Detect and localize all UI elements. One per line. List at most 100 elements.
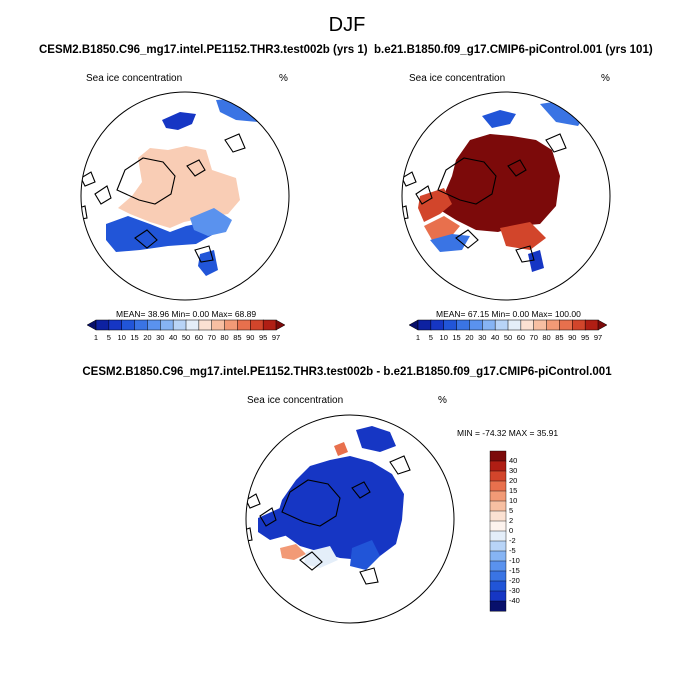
right-ice-margin <box>418 188 546 250</box>
right-colorbar-swatch <box>456 319 471 331</box>
right-colorbar-tick-label: 90 <box>568 333 577 342</box>
diff-negative-east <box>350 540 380 570</box>
left-polar-map <box>80 91 290 301</box>
right-colorbar-tick-label: 60 <box>516 333 526 342</box>
diff-colorbar-swatch <box>489 470 507 482</box>
diff-colorbar-swatch <box>489 580 507 592</box>
left-colorbar-swatch <box>211 319 226 331</box>
right-colorbar-swatch <box>520 319 535 331</box>
right-colorbar-tick-label: 50 <box>503 333 513 342</box>
page-title: DJF <box>328 14 366 36</box>
right-colorbar-swatch <box>494 319 509 331</box>
left-units-label: % <box>279 73 288 84</box>
diff-negative-north <box>356 426 396 452</box>
right-colorbar-tick-label: 30 <box>478 333 487 342</box>
left-colorbar-swatch <box>86 319 97 331</box>
left-colorbar-tick-label: 5 <box>106 333 111 342</box>
left-colorbar-tick-label: 95 <box>258 333 268 342</box>
left-colorbar-tick-label: 40 <box>168 333 178 342</box>
diff-colorbar-swatch <box>489 530 507 542</box>
right-colorbar-swatch <box>469 319 483 331</box>
diff-panel-title: CESM2.B1850.C96_mg17.intel.PE1152.THR3.t… <box>82 366 612 378</box>
diff-colorbar-tick-label: -2 <box>509 536 516 545</box>
diff-stats: MIN = -74.32 MAX = 35.91 <box>457 428 559 438</box>
left-variable-label: Sea ice concentration <box>86 73 183 84</box>
right-colorbar <box>408 319 608 331</box>
left-colorbar-tick-label: 97 <box>271 333 281 342</box>
left-colorbar-swatch <box>134 319 149 331</box>
right-colorbar-tick-label: 97 <box>593 333 603 342</box>
left-colorbar-tick-label: 90 <box>246 333 255 342</box>
left-colorbar-swatch <box>185 319 200 331</box>
right-colorbar-tick-label: 40 <box>490 333 500 342</box>
diff-colorbar-swatch <box>489 490 507 502</box>
left-colorbar-swatch <box>275 319 286 331</box>
left-ice-edge-barents <box>190 208 232 236</box>
diff-positive-north <box>334 442 348 456</box>
diff-neutral-patch <box>304 546 338 568</box>
left-colorbar-swatch <box>224 319 239 331</box>
diff-colorbar-swatch <box>489 590 507 602</box>
right-colorbar-tick-label: 80 <box>542 333 551 342</box>
right-ice-edge-hudson <box>528 250 544 272</box>
left-colorbar-tick-label: 30 <box>156 333 165 342</box>
diff-colorbar-tick-label: -20 <box>509 576 520 585</box>
diff-colorbar-tick-label: -15 <box>509 566 520 575</box>
left-colorbar-swatch <box>147 319 161 331</box>
diff-colorbar-tick-label: -5 <box>509 546 516 555</box>
right-colorbar-swatch <box>597 319 608 331</box>
left-colorbar-tick-label: 15 <box>130 333 139 342</box>
right-variable-label: Sea ice concentration <box>409 73 506 84</box>
left-stats: MEAN= 38.96 Min= 0.00 Max= 68.89 <box>116 309 257 319</box>
diff-colorbar-tick-label: 0 <box>509 526 514 535</box>
right-ice-edge-atlantic <box>430 234 470 252</box>
right-colorbar-swatch <box>507 319 522 331</box>
left-colorbar-swatch <box>237 319 251 331</box>
right-ice-pack <box>440 134 560 232</box>
diff-colorbar-swatch <box>489 450 507 462</box>
right-colorbar-swatch <box>408 319 419 331</box>
right-ice-edge-pacific <box>482 110 516 128</box>
diff-colorbar-swatch <box>489 570 507 582</box>
right-ice-margin-outer <box>424 216 460 240</box>
right-colorbar-tick-label: 70 <box>529 333 538 342</box>
diff-colorbar-tick-label: 20 <box>509 476 518 485</box>
left-ice-pack <box>118 146 240 228</box>
diff-colorbar-swatch <box>489 560 507 572</box>
right-colorbar-tick-label: 10 <box>439 333 448 342</box>
diff-colorbar-swatch <box>489 510 507 522</box>
left-colorbar-swatch <box>121 319 136 331</box>
right-polar-map <box>401 91 611 301</box>
right-colorbar-tick-label: 1 <box>415 333 421 342</box>
diff-units-label: % <box>438 395 447 406</box>
diff-colorbar-swatch <box>489 460 507 472</box>
left-colorbar-swatch <box>160 319 174 331</box>
left-colorbar-swatch <box>172 319 187 331</box>
left-colorbar-tick-label: 10 <box>117 333 126 342</box>
diff-colorbar-tick-label: 5 <box>509 506 514 515</box>
right-colorbar-tick-label: 5 <box>428 333 433 342</box>
left-colorbar-swatch <box>198 319 213 331</box>
right-units-label: % <box>601 73 610 84</box>
left-panel-title: CESM2.B1850.C96_mg17.intel.PE1152.THR3.t… <box>39 44 368 56</box>
left-colorbar-swatch <box>108 319 123 331</box>
right-colorbar-swatch <box>417 319 432 331</box>
right-colorbar-swatch <box>533 319 548 331</box>
diff-colorbar-swatch <box>489 500 507 512</box>
right-colorbar-swatch <box>559 319 573 331</box>
diff-colorbar-swatch <box>489 600 507 612</box>
right-colorbar-swatch <box>430 319 445 331</box>
left-colorbar-swatch <box>262 319 277 331</box>
right-stats: MEAN= 67.15 Min= 0.00 Max= 100.00 <box>436 309 581 319</box>
right-colorbar-swatch <box>482 319 496 331</box>
left-colorbar-tick-label: 70 <box>207 333 216 342</box>
left-colorbar-tick-label: 50 <box>181 333 191 342</box>
diff-colorbar-tick-label: -30 <box>509 586 520 595</box>
right-colorbar-swatch <box>572 319 586 331</box>
diff-negative-west <box>258 508 296 540</box>
diff-polar-map <box>245 414 455 624</box>
left-colorbar-tick-label: 20 <box>143 333 152 342</box>
right-colorbar-tick-label: 95 <box>580 333 590 342</box>
diff-colorbar-swatch <box>489 550 507 562</box>
